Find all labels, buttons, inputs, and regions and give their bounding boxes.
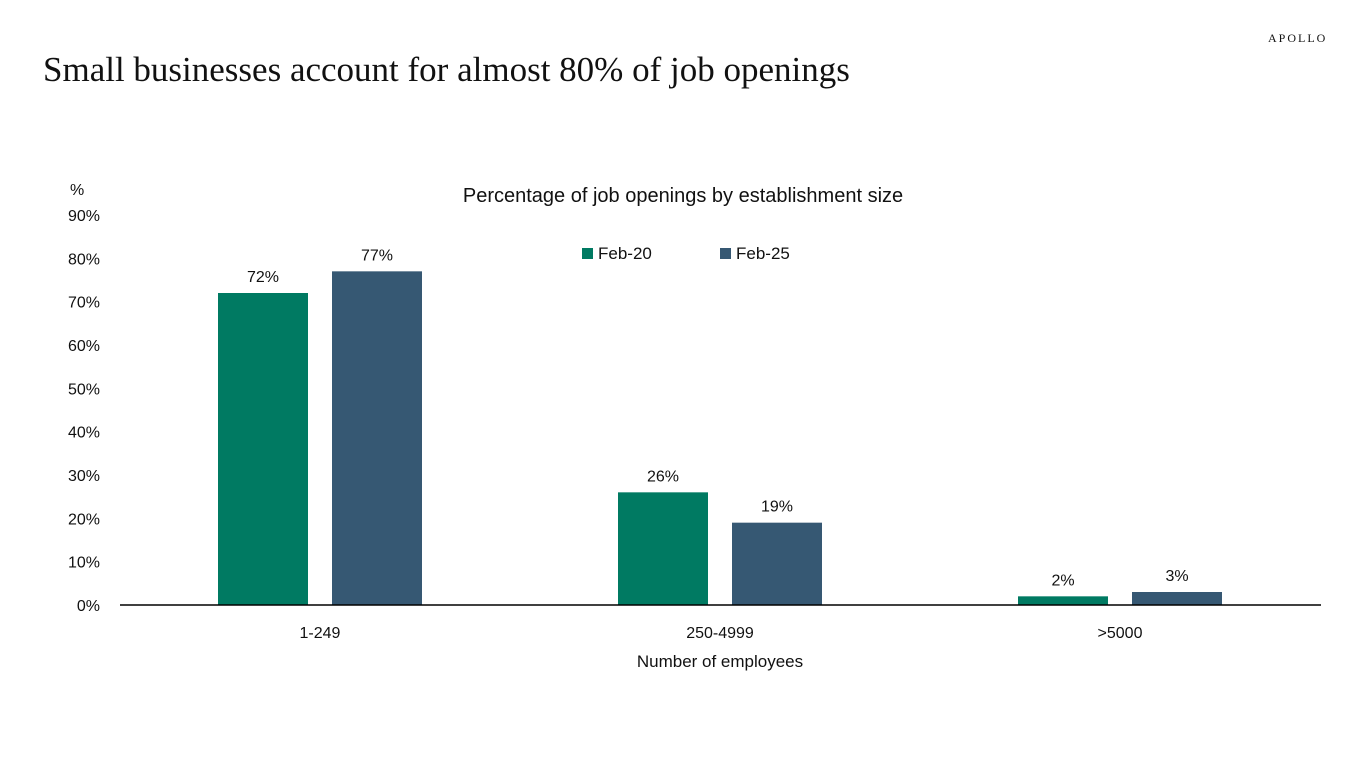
- y-tick-label: 30%: [68, 468, 100, 485]
- y-tick-label: 90%: [68, 208, 100, 225]
- y-tick-label: 60%: [68, 338, 100, 355]
- bar-value-label: 26%: [647, 468, 679, 485]
- y-tick-label: 40%: [68, 425, 100, 442]
- legend-label: Feb-20: [598, 244, 652, 263]
- chart-title: Percentage of job openings by establishm…: [463, 185, 903, 207]
- bar-value-label: 77%: [361, 247, 393, 264]
- legend-swatch-feb-20: [582, 248, 593, 259]
- y-tick-label: 50%: [68, 381, 100, 398]
- y-tick-label: 80%: [68, 251, 100, 268]
- bar-feb-25-0: [332, 271, 422, 605]
- y-tick-label: 70%: [68, 295, 100, 312]
- bar-value-label: 19%: [761, 499, 793, 516]
- bar-feb-20-2: [1018, 596, 1108, 605]
- bars-group: 72% 77% 26% 19% 2% 3%: [218, 247, 1222, 605]
- y-tick-label: 20%: [68, 511, 100, 528]
- bar-value-label: 2%: [1051, 572, 1074, 589]
- x-tick-label: 250-4999: [686, 625, 754, 642]
- page-title: Small businesses account for almost 80% …: [43, 50, 850, 89]
- bar-value-label: 72%: [247, 269, 279, 286]
- legend-label: Feb-25: [736, 244, 790, 263]
- legend: Feb-20 Feb-25: [582, 244, 790, 263]
- bar-value-label: 3%: [1165, 568, 1188, 585]
- brand-logo: APOLLO: [1268, 31, 1328, 45]
- x-tick-label: 1-249: [300, 625, 341, 642]
- legend-swatch-feb-25: [720, 248, 731, 259]
- y-axis-ticks: 0% 10% 20% 30% 40% 50% 60% 70% 80% 90%: [68, 208, 100, 615]
- bar-feb-20-1: [618, 492, 708, 605]
- x-axis-ticks: 1-249 250-4999 >5000: [300, 625, 1143, 642]
- bar-feb-25-1: [732, 522, 822, 605]
- bar-feb-20-0: [218, 293, 308, 605]
- y-tick-label: 0%: [77, 598, 100, 615]
- y-axis-unit-label: %: [70, 182, 84, 199]
- x-tick-label: >5000: [1098, 625, 1143, 642]
- x-axis-title: Number of employees: [637, 652, 803, 671]
- y-tick-label: 10%: [68, 555, 100, 572]
- bar-feb-25-2: [1132, 592, 1222, 605]
